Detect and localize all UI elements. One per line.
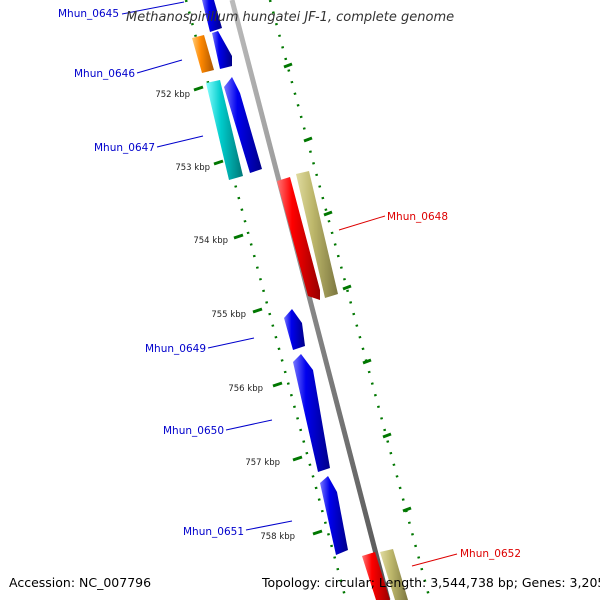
gene-arrow-mhun-0645[interactable]: [202, 0, 222, 32]
left-scale-ring: [184, 0, 348, 600]
scale-label-752: 752 kbp: [155, 90, 190, 100]
gene-arrow-mhun-0649[interactable]: [284, 309, 305, 350]
gene-label-mhun-0652[interactable]: Mhun_0652: [460, 548, 521, 560]
gene-arrow-mhun-0651[interactable]: [320, 476, 348, 555]
gene-arrow-mhun-0652[interactable]: [362, 552, 390, 600]
accession-text: Accession: NC_007796: [9, 575, 152, 590]
feature-block-mhun-0652[interactable]: [380, 549, 408, 600]
scale-label-757: 757 kbp: [245, 458, 280, 468]
gene-label-mhun-0648[interactable]: Mhun_0648: [387, 211, 448, 223]
feature-block-mhun-0646[interactable]: [192, 35, 214, 73]
feature-track: [192, 0, 408, 600]
scale-label-754: 754 kbp: [193, 236, 228, 246]
gene-label-mhun-0649[interactable]: Mhun_0649: [145, 343, 206, 355]
scale-label-753: 753 kbp: [175, 163, 210, 173]
feature-block-mhun-0647[interactable]: [206, 80, 243, 180]
gene-arrow-mhun-0647[interactable]: [224, 77, 262, 173]
topology-text: Topology: circular; Length: 3,544,738 bp…: [262, 575, 600, 590]
gene-label-mhun-0647[interactable]: Mhun_0647: [94, 142, 155, 154]
genome-title: Methanospirillum hungatei JF-1, complete…: [126, 10, 455, 25]
label-leader-lines: [121, 1, 458, 567]
scale-label-756: 756 kbp: [228, 384, 263, 394]
gene-arrow-mhun-0650[interactable]: [293, 354, 330, 472]
right-major-ticks: [283, 62, 412, 513]
gene-arrow-mhun-0646[interactable]: [212, 31, 232, 69]
gene-label-mhun-0650[interactable]: Mhun_0650: [163, 425, 224, 437]
scale-label-755: 755 kbp: [211, 310, 246, 320]
left-major-ticks: [193, 85, 323, 536]
right-scale-ring: [268, 0, 432, 600]
gene-label-mhun-0646[interactable]: Mhun_0646: [74, 68, 135, 80]
feature-block-mhun-0648[interactable]: [296, 171, 338, 298]
gene-arrow-mhun-0648[interactable]: [277, 177, 320, 300]
gene-label-mhun-0651[interactable]: Mhun_0651: [183, 526, 244, 538]
genome-backbone: [229, 0, 391, 600]
scale-label-758: 758 kbp: [260, 532, 295, 542]
gene-label-mhun-0645[interactable]: Mhun_0645: [58, 8, 119, 20]
